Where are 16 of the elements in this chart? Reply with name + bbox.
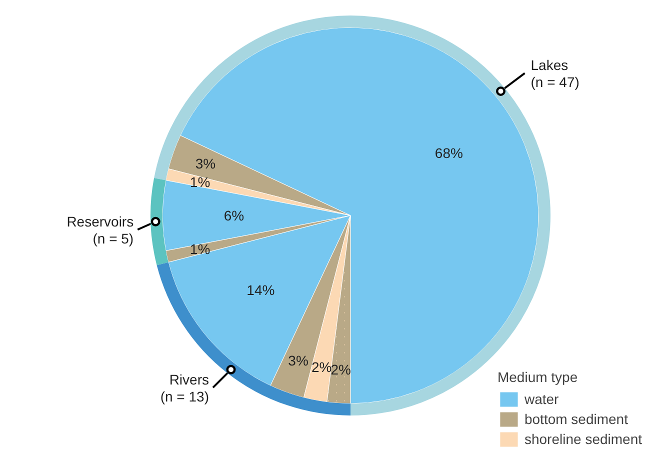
legend-title: Medium type bbox=[497, 369, 579, 385]
data-label: 14% bbox=[246, 282, 275, 298]
data-label: 3% bbox=[195, 155, 216, 172]
data-label: 6% bbox=[224, 208, 244, 224]
data-label: 1% bbox=[190, 241, 210, 258]
data-label: 68% bbox=[434, 145, 463, 162]
legend-label: shoreline sediment bbox=[524, 430, 642, 448]
data-label: 2% bbox=[330, 361, 351, 378]
legend-label: bottom sediment bbox=[524, 410, 628, 428]
text: Rivers (n = 13) bbox=[160, 372, 209, 405]
data-label: 3% bbox=[288, 352, 308, 369]
data-label: 1% bbox=[190, 174, 210, 190]
legend-label: water bbox=[524, 390, 559, 408]
data-label: 2% bbox=[311, 358, 332, 375]
text: Reservoirs (n = 5) bbox=[66, 214, 134, 247]
text: Lakes (n = 47) bbox=[530, 57, 580, 90]
